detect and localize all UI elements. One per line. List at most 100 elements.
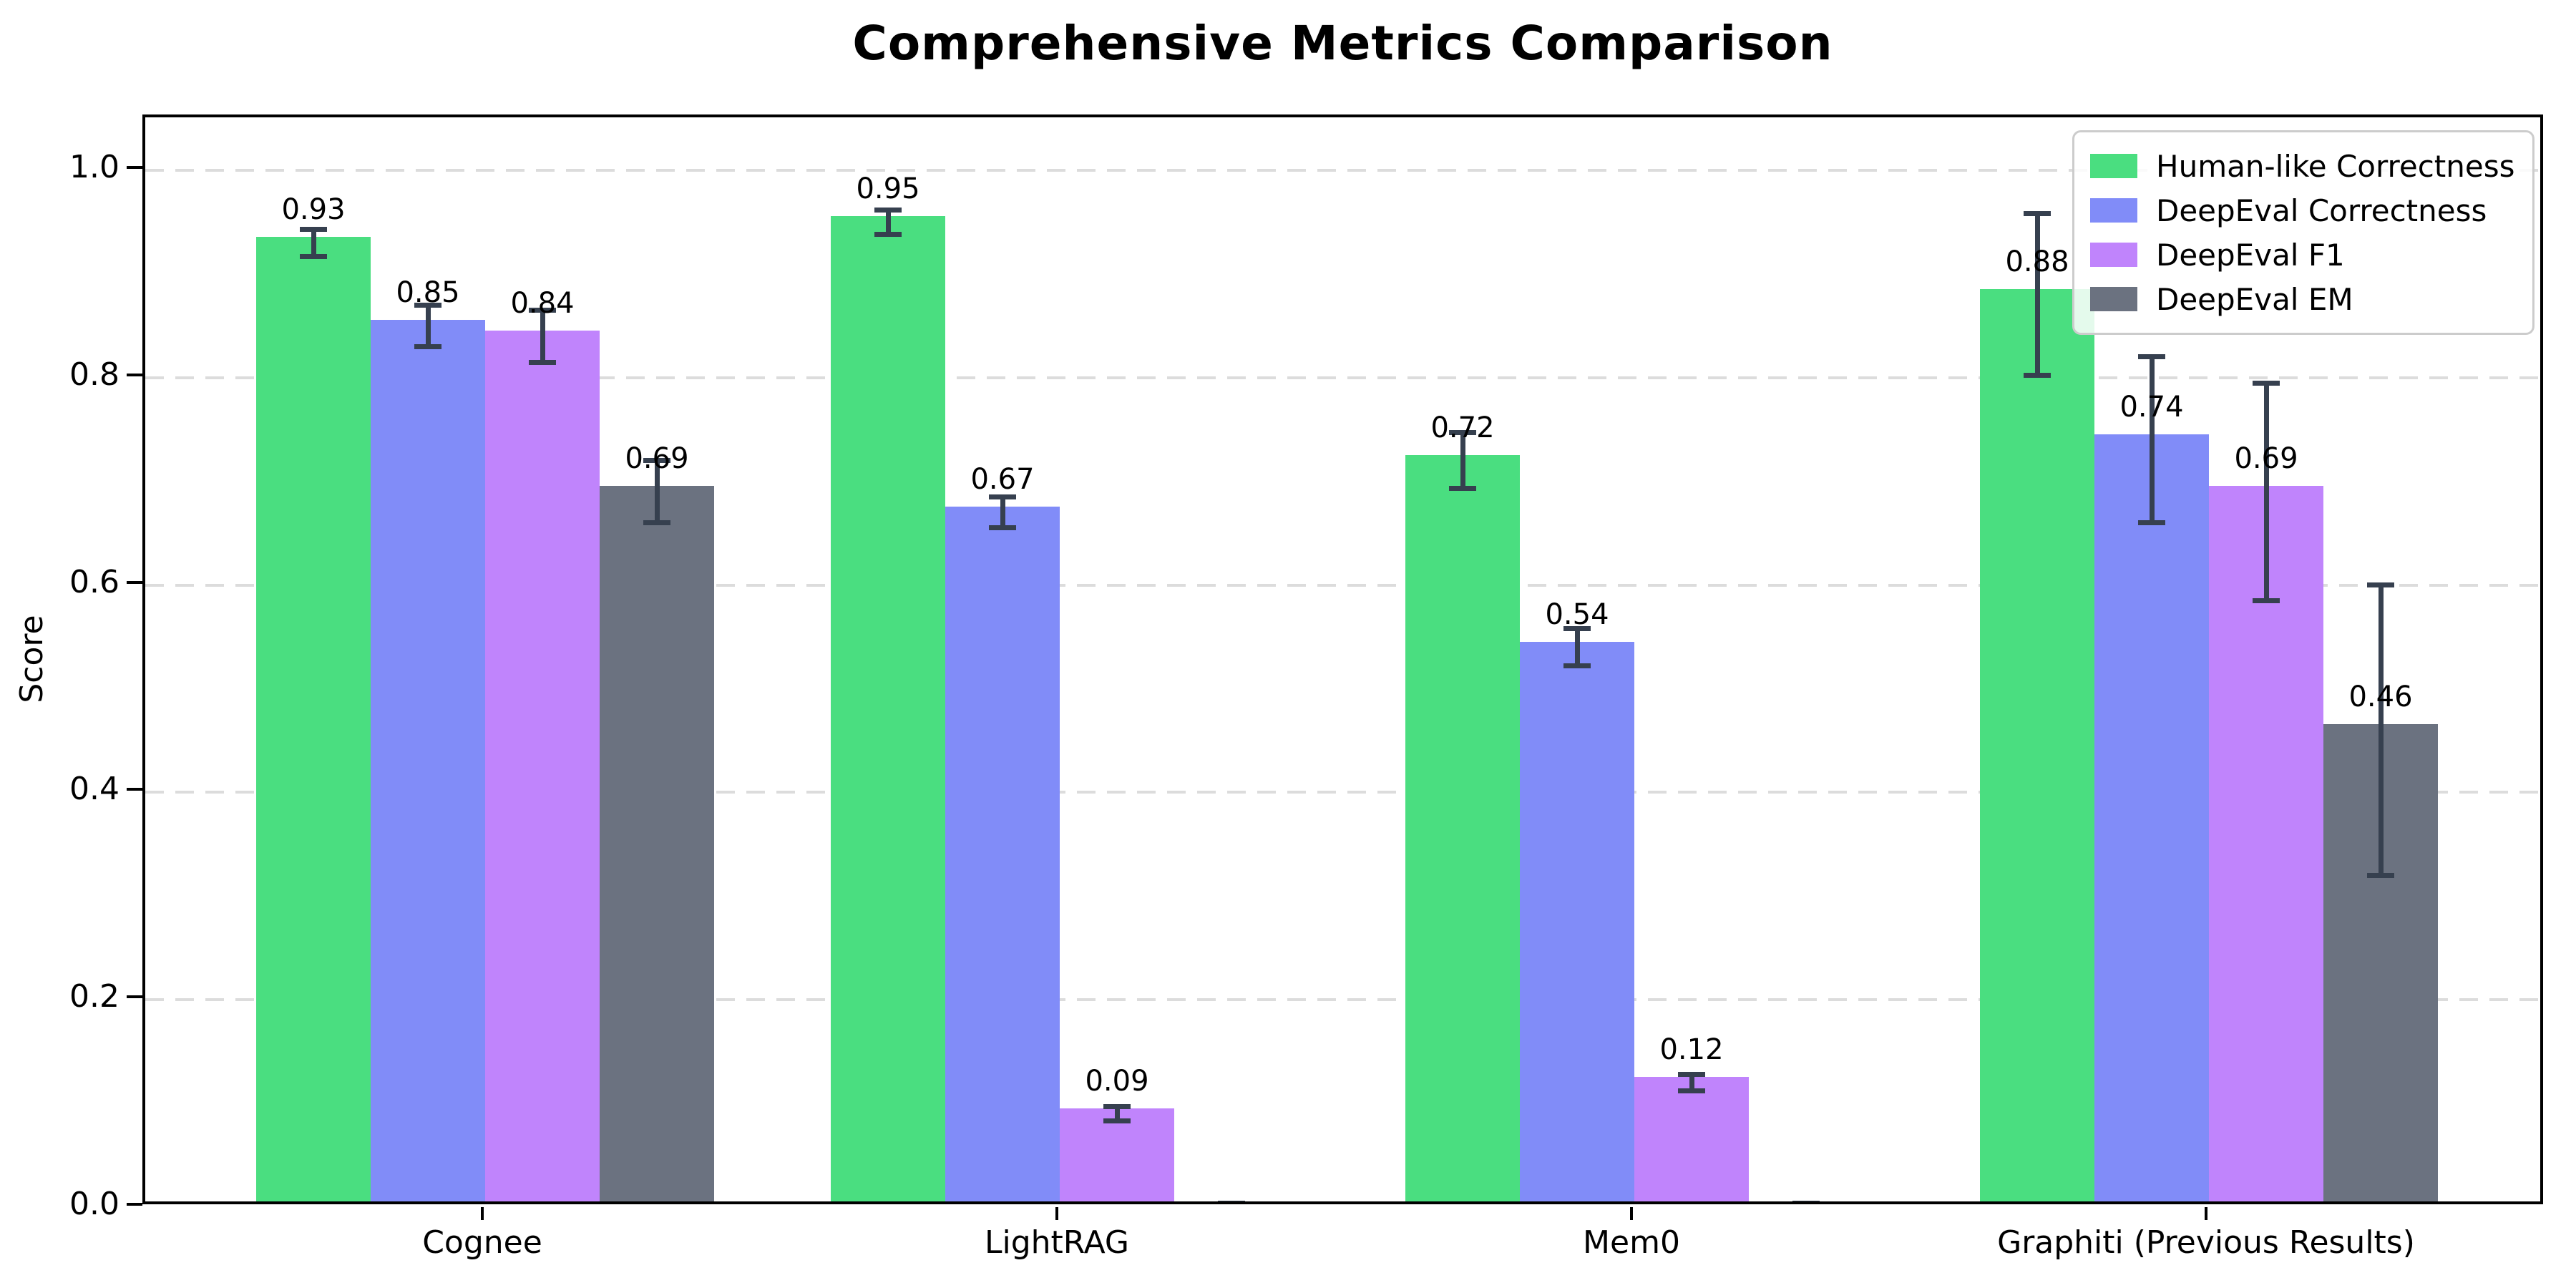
bar-deepeval-f1	[2209, 486, 2323, 1201]
bar-value-label: 0.69	[2234, 442, 2298, 476]
bar-value-label: 0.74	[2119, 390, 2184, 424]
error-bar	[2378, 585, 2384, 876]
bar-deepeval-em	[600, 486, 714, 1201]
y-tick-label: 1.0	[69, 149, 119, 185]
bar-human-like-correctness	[1405, 454, 1520, 1201]
y-tick-mark	[127, 788, 142, 791]
bar-deepeval-f1	[1634, 1077, 1749, 1201]
legend-item-label: Human-like Correctness	[2156, 148, 2515, 184]
legend-item: DeepEval F1	[2090, 233, 2517, 277]
legend-item: Human-like Correctness	[2090, 144, 2517, 188]
legend-item-label: DeepEval EM	[2156, 281, 2353, 317]
error-bar-cap	[529, 359, 556, 365]
error-bar	[885, 210, 891, 235]
gridline	[145, 169, 2540, 172]
error-bar-cap	[300, 227, 327, 233]
gridline	[145, 583, 2540, 587]
error-bar-cap	[300, 253, 327, 259]
x-tick-mark	[2205, 1207, 2207, 1220]
error-bar-cap	[414, 343, 441, 349]
error-bar	[1114, 1106, 1120, 1121]
error-bar-cap	[2253, 597, 2280, 603]
error-bar-cap	[2024, 211, 2051, 217]
bar-value-label: 0.09	[1085, 1064, 1149, 1098]
bar-value-label: 0.69	[625, 442, 689, 476]
bar-value-label: 0.85	[396, 276, 460, 310]
error-bar-cap	[874, 232, 902, 238]
legend-swatch	[2090, 198, 2137, 223]
legend-item: DeepEval Correctness	[2090, 188, 2517, 233]
error-bar-cap	[643, 458, 670, 464]
gridline	[145, 998, 2540, 1002]
bar-value-label: 0.95	[856, 172, 920, 206]
error-bar-cap	[989, 525, 1016, 531]
legend-swatch	[2090, 287, 2137, 311]
bar-deepeval-f1	[485, 330, 600, 1201]
error-bar-cap	[1103, 1118, 1131, 1124]
error-bar-cap	[1563, 625, 1591, 631]
error-bar-cap	[1678, 1088, 1705, 1094]
bar-human-like-correctness	[831, 216, 945, 1201]
error-bar-cap	[1449, 430, 1476, 436]
y-tick-label: 0.0	[69, 1186, 119, 1222]
bar-value-label: 0.12	[1659, 1033, 1724, 1067]
error-bar	[2263, 383, 2269, 601]
x-tick-mark	[1055, 1207, 1058, 1220]
gridline	[145, 791, 2540, 794]
error-bar	[1460, 432, 1465, 489]
bar-value-label: 0.46	[2348, 680, 2413, 714]
error-bar-cap	[2367, 872, 2394, 878]
error-bar	[654, 460, 660, 523]
chart-title: Comprehensive Metrics Comparison	[852, 16, 1833, 71]
y-tick-mark	[127, 373, 142, 376]
x-tick-label: Cognee	[422, 1224, 542, 1261]
legend-item: DeepEval EM	[2090, 277, 2517, 321]
y-tick-label: 0.2	[69, 978, 119, 1015]
bar-value-label: 0.84	[510, 286, 575, 320]
y-tick-label: 0.6	[69, 563, 119, 600]
error-bar-cap	[2253, 380, 2280, 386]
y-tick-mark	[127, 1203, 142, 1206]
error-bar-cap	[1103, 1103, 1131, 1109]
y-tick-mark	[127, 166, 142, 169]
y-tick-mark	[127, 580, 142, 584]
error-bar-cap	[643, 520, 670, 526]
bar-value-label: 0.72	[1430, 411, 1495, 444]
error-bar	[2034, 213, 2040, 376]
bar-value-label: 0.67	[970, 463, 1035, 497]
error-bar-cap	[414, 302, 441, 308]
error-bar-cap	[989, 494, 1016, 499]
bar-deepeval-f1	[1060, 1108, 1174, 1201]
bar-deepeval-correctness	[945, 507, 1060, 1201]
error-bar-cap	[529, 308, 556, 313]
error-bar	[540, 310, 545, 363]
x-tick-mark	[1630, 1207, 1633, 1220]
error-bar	[1000, 497, 1005, 528]
error-bar	[425, 305, 431, 347]
bar-human-like-correctness	[1980, 288, 2094, 1201]
legend-item-label: DeepEval F1	[2156, 237, 2345, 273]
error-bar-cap	[2138, 520, 2165, 526]
bar-value-label: 0.54	[1545, 597, 1609, 631]
legend-swatch	[2090, 243, 2137, 267]
error-bar-cap	[874, 207, 902, 213]
y-tick-mark	[127, 995, 142, 999]
error-bar-cap	[1563, 663, 1591, 669]
legend-swatch	[2090, 154, 2137, 178]
bar-deepeval-correctness	[371, 320, 485, 1201]
error-bar	[311, 229, 316, 257]
bar-deepeval-correctness	[2094, 434, 2209, 1201]
legend-item-label: DeepEval Correctness	[2156, 192, 2487, 228]
gridline	[145, 376, 2540, 379]
error-bar	[2149, 356, 2155, 523]
bar-value-label: 0.88	[2005, 245, 2069, 278]
x-tick-label: LightRAG	[984, 1224, 1130, 1261]
error-bar-cap	[1449, 486, 1476, 492]
legend: Human-like Correctness DeepEval Correctne…	[2072, 130, 2534, 335]
error-bar	[1689, 1074, 1694, 1091]
y-tick-label: 0.8	[69, 356, 119, 393]
x-tick-label: Mem0	[1583, 1224, 1680, 1261]
error-bar-cap	[2138, 354, 2165, 360]
bar-value-label: 0.93	[281, 193, 346, 227]
